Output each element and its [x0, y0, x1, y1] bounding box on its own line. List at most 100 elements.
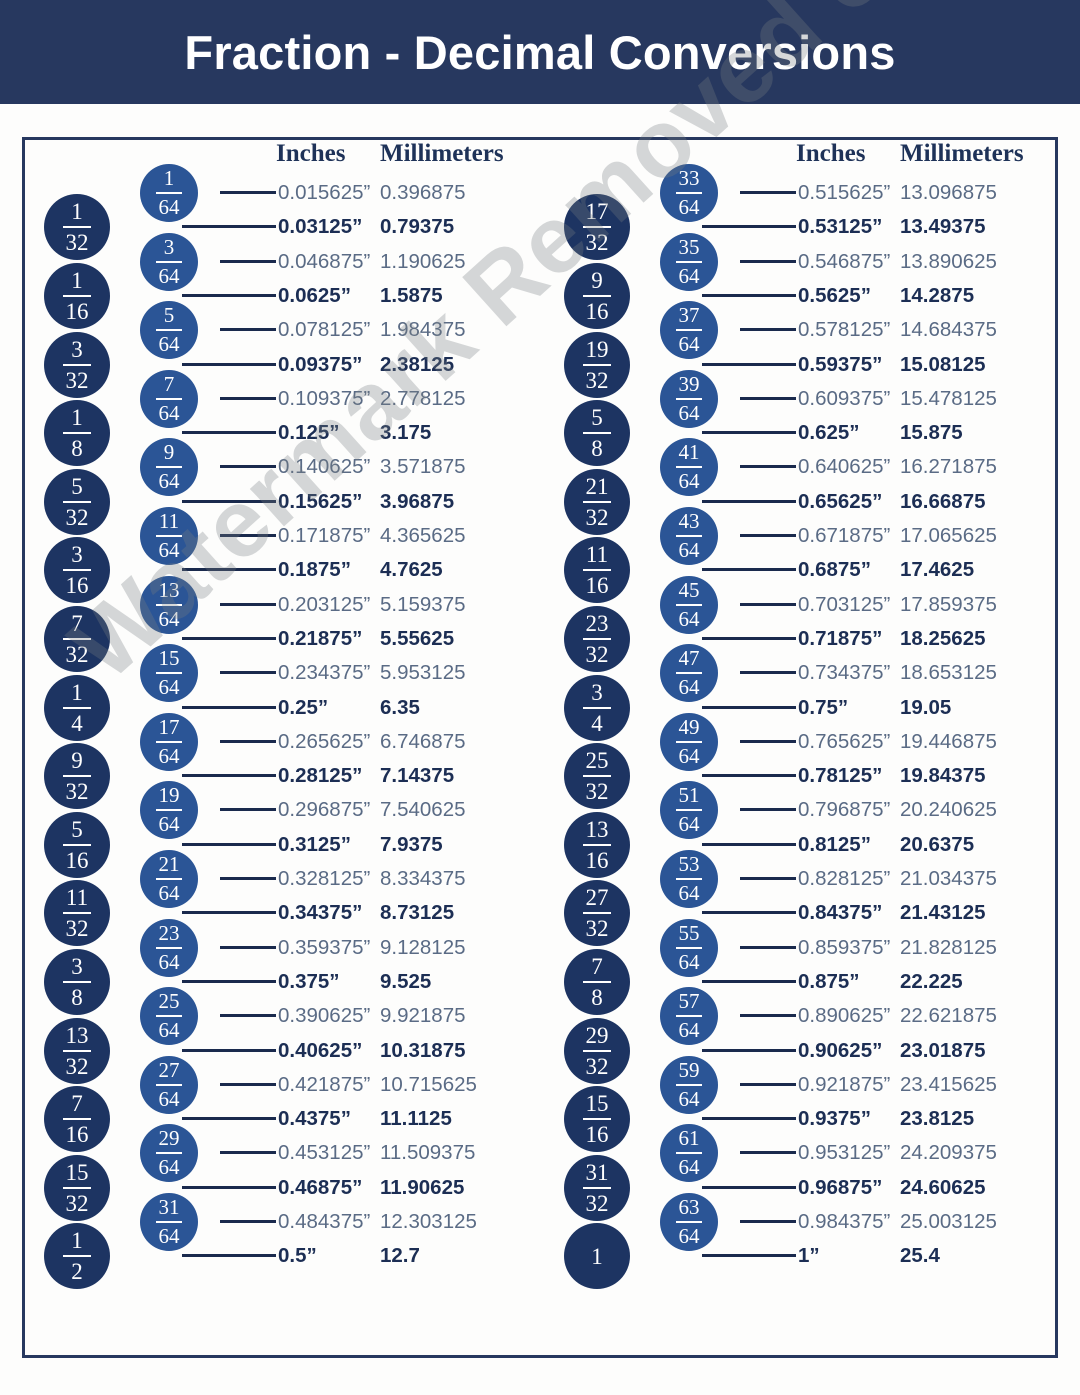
fraction-bubble: 23 64: [140, 918, 198, 977]
fraction-denominator: 32: [585, 504, 609, 530]
millimeters-value: 3.96875: [380, 489, 455, 513]
millimeters-value: 3.571875: [380, 455, 466, 479]
conversion-row: 11 64 0.171875” 4.365625: [22, 507, 542, 565]
fraction-numerator: 29: [585, 1022, 609, 1048]
millimeters-value: 16.271875: [900, 455, 997, 479]
fraction-bubble: 47 64: [660, 644, 718, 703]
conversion-row: 27 32 0.84375” 21.43125: [542, 880, 1062, 947]
fraction-bubble: 21 32: [564, 468, 630, 535]
fraction-numerator: 25: [585, 748, 609, 774]
millimeters-value: 11.1125: [380, 1107, 452, 1131]
fraction-numerator: 1: [71, 199, 83, 225]
conversion-row: 7 8 0.875” 22.225: [542, 948, 1062, 1015]
millimeters-value: 17.859375: [900, 592, 997, 616]
conversion-row: 45 64 0.703125” 17.859375: [542, 575, 1062, 634]
millimeters-value: 18.25625: [900, 626, 986, 650]
fraction-bubble: 21 64: [140, 850, 198, 908]
millimeters-value: 21.034375: [900, 867, 997, 890]
fraction-bar-icon: [63, 363, 91, 366]
fraction-bar-icon: [676, 1083, 702, 1086]
fraction-bar-icon: [676, 1015, 702, 1018]
fraction-bubble: 1 16: [44, 262, 110, 329]
fraction-bar-icon: [63, 569, 91, 572]
fraction-bar-icon: [676, 672, 702, 675]
fraction-numerator: 1: [71, 1228, 83, 1254]
leader-line: [740, 259, 796, 263]
leader-line: [702, 774, 796, 778]
millimeters-value: 24.209375: [900, 1141, 997, 1165]
fraction-bar-icon: [676, 809, 702, 812]
conversion-row: 1 8 0.125” 3.175: [22, 400, 542, 467]
fraction-denominator: 64: [158, 606, 180, 631]
conversion-row: 3 8 0.375” 9.525: [22, 948, 542, 1015]
fraction-denominator: 16: [65, 573, 89, 599]
fraction-numerator: 3: [591, 679, 603, 705]
fraction-bar-icon: [63, 1255, 91, 1258]
leader-line: [220, 191, 276, 194]
leader-line: [182, 911, 276, 915]
fraction-bubble: 57 64: [660, 987, 718, 1046]
fraction-bubble: 43 64: [660, 507, 718, 565]
inches-value: 0.171875”: [278, 524, 371, 547]
leader-line: [740, 1014, 796, 1018]
leader-line: [702, 431, 796, 435]
conversion-row: 19 64 0.296875” 7.540625: [22, 781, 542, 840]
fraction-denominator: 64: [678, 812, 700, 837]
inches-value: 0.546875”: [798, 249, 891, 273]
fraction-numerator: 31: [158, 1195, 180, 1219]
fraction-denominator: 64: [678, 1224, 700, 1248]
leader-line: [220, 1082, 276, 1086]
fraction-denominator: 64: [678, 743, 700, 768]
fraction-bar-icon: [63, 843, 91, 846]
fraction-numerator: 9: [591, 267, 603, 293]
millimeters-value: 13.096875: [900, 181, 997, 204]
leader-line: [702, 568, 796, 572]
fraction-denominator: 64: [158, 1018, 180, 1043]
fraction-bubble: 3 32: [44, 331, 110, 398]
fraction-numerator: 61: [678, 1126, 700, 1151]
fraction-numerator: 31: [585, 1159, 609, 1185]
conversion-row: 13 64 0.203125” 5.159375: [22, 575, 542, 634]
millimeters-value: 21.43125: [900, 901, 986, 925]
fraction-denominator: 8: [71, 984, 83, 1010]
conversion-row: 29 64 0.453125” 11.509375: [22, 1124, 542, 1183]
millimeters-value: 4.7625: [380, 558, 443, 582]
fraction-numerator: 7: [71, 610, 83, 636]
leader-line: [220, 259, 276, 263]
fraction-bubble: 7 16: [44, 1086, 110, 1153]
fraction-bar-icon: [63, 1186, 91, 1189]
fraction-bubble: 7 32: [44, 605, 110, 672]
conversion-row: 1 2 0.5” 12.7: [22, 1223, 542, 1290]
fraction-bar-icon: [676, 535, 702, 537]
millimeters-value: 20.240625: [900, 798, 997, 822]
leader-line: [182, 568, 276, 572]
fraction-bar-icon: [156, 1152, 182, 1155]
fraction-denominator: 32: [585, 641, 609, 667]
millimeters-value: 21.828125: [900, 935, 997, 959]
fraction-numerator: 25: [158, 989, 180, 1014]
millimeters-value: 13.890625: [900, 249, 997, 273]
fraction-numerator: 5: [71, 816, 83, 842]
inches-value: 0.140625”: [278, 455, 371, 479]
conversion-row: 43 64 0.671875” 17.065625: [542, 507, 1062, 565]
fraction-denominator: 64: [678, 881, 700, 905]
conversion-row: 9 16 0.5625” 14.2875: [542, 262, 1062, 329]
millimeters-value: 15.875: [900, 421, 963, 445]
fraction-bar-icon: [583, 637, 611, 640]
fraction-denominator: 2: [71, 1259, 83, 1285]
fraction-numerator: 35: [678, 234, 700, 259]
fraction-bar-icon: [583, 912, 611, 915]
millimeters-value: 15.08125: [900, 352, 986, 376]
millimeters-value: 5.55625: [380, 626, 455, 650]
fraction-numerator: 7: [591, 953, 603, 979]
fraction-numerator: 7: [163, 371, 175, 396]
millimeters-value: 12.7: [380, 1244, 420, 1268]
inches-value: 0.6875”: [798, 558, 871, 582]
leader-line: [220, 671, 276, 675]
millimeters-value: 10.715625: [380, 1072, 477, 1096]
leader-line: [702, 979, 796, 983]
leader-line: [740, 739, 796, 743]
